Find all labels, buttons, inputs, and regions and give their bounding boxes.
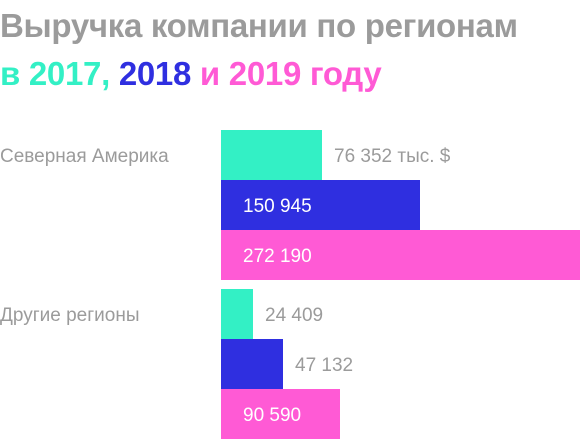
data-label: 76 352 тыс. $ [334, 146, 451, 167]
chart-title: Выручка компании по регионам [0, 7, 518, 44]
subtitle-year-2017: 2017 [28, 55, 102, 92]
data-label: 272 190 [243, 246, 312, 267]
subtitle-year-2018: 2018 [118, 55, 192, 92]
subtitle-prefix: в [0, 55, 29, 92]
subtitle-sep-2: и [191, 55, 229, 92]
bar-2018-other-regions [221, 339, 283, 389]
data-label: 90 590 [243, 405, 301, 426]
bar-2019-north-america [221, 230, 580, 280]
data-label: 150 945 [243, 196, 312, 217]
category-label: Другие регионы [0, 305, 140, 326]
bar-2017-north-america [221, 130, 322, 180]
bar-2019-other-regions [221, 389, 340, 439]
chart-subtitle: в 2017, 2018 и 2019 году [0, 52, 382, 96]
category-label: Северная Америка [0, 146, 169, 167]
bar-2018-north-america [221, 180, 420, 230]
bar-2017-other-regions [221, 289, 253, 339]
subtitle-suffix: году [301, 55, 382, 92]
data-label: 24 409 [265, 305, 323, 326]
subtitle-sep-1: , [101, 55, 119, 92]
data-label: 47 132 [295, 355, 353, 376]
subtitle-year-2019: 2019 [228, 55, 302, 92]
